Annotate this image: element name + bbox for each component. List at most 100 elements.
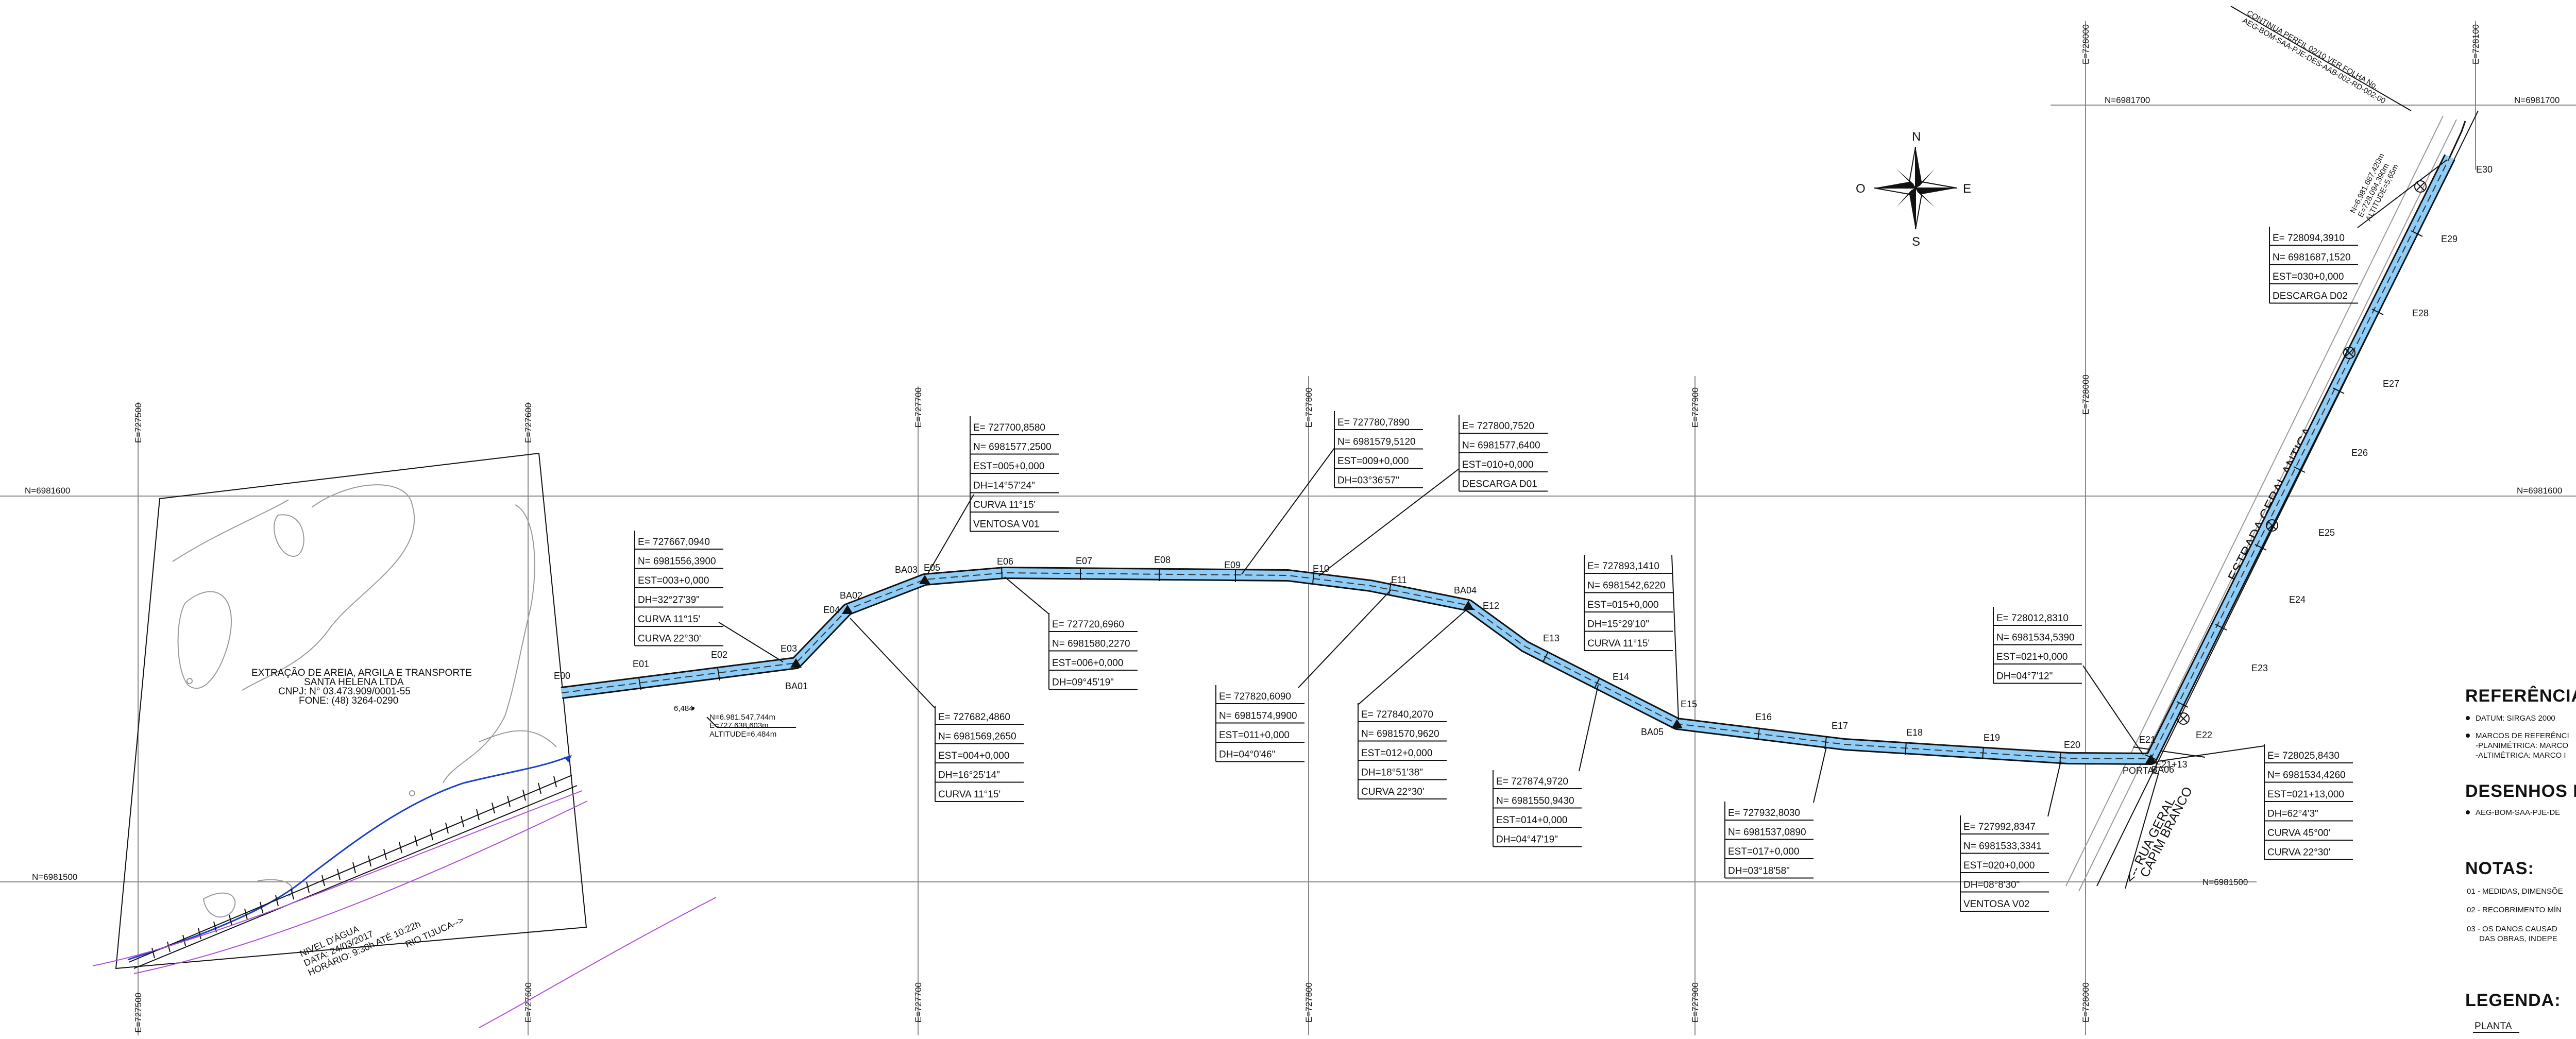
callout-line: N= 6981570,9620 bbox=[1361, 729, 1439, 740]
station-label: E22 bbox=[2196, 730, 2212, 740]
callout-line: E= 727820,6090 bbox=[1219, 691, 1291, 702]
station-ticks bbox=[638, 230, 2423, 765]
grid-label-e727800-bottom: E=727800 bbox=[1304, 982, 1314, 1023]
station-label: E16 bbox=[1755, 712, 1772, 722]
benchmark-northing: N=6.981.547,744m bbox=[709, 713, 775, 722]
reference-marks: MARCOS DE REFERÊNCI bbox=[2476, 731, 2569, 740]
station-label: E02 bbox=[711, 650, 727, 660]
callout-line: N= 6981534,4260 bbox=[2267, 770, 2346, 781]
bend-marker-icon bbox=[790, 658, 802, 668]
continue-note-line1: CONTINUA PERFIL 02/10 VER FOLHA No. bbox=[2245, 9, 2380, 91]
valve-icon bbox=[2266, 519, 2278, 532]
callout-line: DH=09°45'19" bbox=[1052, 677, 1114, 688]
bend-label: BA04 bbox=[1454, 585, 1477, 595]
station-label: E03 bbox=[781, 643, 797, 654]
note-03-cont: DAS OBRAS, INDEPE bbox=[2479, 934, 2557, 943]
bend-marker-icon bbox=[1671, 719, 1683, 728]
bend-marker-icon bbox=[919, 575, 930, 584]
callout-line: EST=005+0,000 bbox=[973, 461, 1044, 472]
callout-leader-line bbox=[1358, 610, 1466, 705]
callout-line: E= 727780,7890 bbox=[1337, 417, 1410, 428]
legend-planta: PLANTA bbox=[2475, 1021, 2512, 1032]
callout-leader-line bbox=[2082, 665, 2144, 755]
grid-label-n6981700-left: N=6981700 bbox=[2105, 95, 2150, 105]
station-label: E28 bbox=[2412, 308, 2429, 318]
bend-label: BA05 bbox=[1641, 727, 1664, 737]
callout-line: CURVA 11°15' bbox=[638, 614, 700, 625]
station-label: E19 bbox=[1984, 733, 2000, 743]
bend-labels: BA01 BA02 BA03 BA04 BA05 BA06 bbox=[785, 565, 2174, 775]
callout-line: DH=16°25'14" bbox=[938, 770, 1000, 781]
notes-panel: REFERÊNCIAS C DATUM: SIRGAS 2000 MARCOS … bbox=[2465, 686, 2576, 1033]
station-callouts: E= 727667,0940 N= 6981556,3900 EST=003+0,0… bbox=[634, 159, 2448, 912]
continue-note-line2: AEG-BOM-SAA-PJE-DES-AAB-002-RD-002-00 bbox=[2241, 16, 2387, 106]
callout-leader-line bbox=[850, 618, 936, 709]
callout-line: EST=004+0,000 bbox=[938, 751, 1009, 761]
callout-c10: E= 727800,7520 N= 6981577,6400 EST=010+0,0… bbox=[1318, 415, 1548, 576]
callout-line: EST=020+0,000 bbox=[1963, 860, 2035, 871]
station-label: E15 bbox=[1681, 699, 1697, 709]
bend-marker-icon bbox=[2145, 754, 2157, 763]
callout-c30: E= 728094,3910 N= 6981687,1520 EST=030+0,0… bbox=[2269, 159, 2448, 304]
callout-line: CURVA 22°30' bbox=[2267, 847, 2330, 858]
callout-line: E= 727840,2070 bbox=[1361, 709, 1433, 720]
compass-north-label: N bbox=[1912, 130, 1921, 144]
callout-line: CURVA 11°15' bbox=[938, 789, 1001, 800]
valve-icon bbox=[2177, 712, 2190, 725]
callout-line: E= 728012,8310 bbox=[1996, 613, 2069, 624]
callout-line: DESCARGA D01 bbox=[1462, 479, 1537, 490]
property-phone: FONE: (48) 3264-0290 bbox=[299, 695, 398, 706]
grid-label-e727700-bottom: E=727700 bbox=[913, 982, 923, 1023]
note-01: 01 - MEDIDAS, DIMENSÕE bbox=[2467, 887, 2563, 896]
callout-line: DH=04°7'12" bbox=[1996, 671, 2053, 682]
callout-c11: E= 727820,6090 N= 6981574,9900 EST=011+0,0… bbox=[1215, 589, 1392, 762]
station-label: E26 bbox=[2351, 448, 2368, 458]
callout-c14: E= 727874,9720 N= 6981550,9430 EST=014+0,0… bbox=[1493, 685, 1599, 847]
property-boundary: EXTRAÇÃO DE AREIA, ARGILA E TRANSPORTE S… bbox=[115, 452, 587, 969]
callout-line: N= 6981574,9900 bbox=[1219, 711, 1297, 722]
callout-line: N= 6981580,2270 bbox=[1052, 639, 1130, 650]
top-point: N=6.981.687,420m E=728.094,390m ALTITUDE… bbox=[2348, 152, 2400, 223]
callout-line: E= 727667,0940 bbox=[638, 537, 710, 548]
station-label: E08 bbox=[1154, 555, 1171, 565]
callout-line: EST=017+0,000 bbox=[1728, 846, 1799, 857]
grid-label-e727600: E=727600 bbox=[523, 403, 533, 443]
grid-label-e728000-bottom: E=728000 bbox=[2081, 982, 2091, 1023]
callout-c20: E= 727992,8347 N= 6981533,3341 EST=020+0,0… bbox=[1960, 761, 2061, 912]
station-label: E30 bbox=[2476, 164, 2493, 175]
station-label: E24 bbox=[2289, 594, 2306, 605]
callout-line: DH=03°36'57" bbox=[1337, 475, 1399, 486]
callout-c06: E= 727720,6960 N= 6981580,2270 EST=006+0,0… bbox=[1004, 576, 1138, 690]
callout-line: EST=021+0,000 bbox=[1996, 652, 2067, 662]
bend-label: BA01 bbox=[785, 681, 808, 691]
callout-line: N= 6981550,9430 bbox=[1496, 796, 1574, 807]
station-labels: E00 E01 E02 E03 E04 E05 E06 E07 E08 E09 … bbox=[554, 164, 2493, 770]
compass-south-label: S bbox=[1912, 235, 1920, 249]
callout-line: DH=15°29'10" bbox=[1587, 619, 1649, 630]
compass-west-label: O bbox=[1856, 182, 1866, 196]
bend-marker-icon bbox=[1463, 601, 1474, 610]
callout-c17: E= 727932,8030 N= 6981537,0890 EST=017+0,0… bbox=[1724, 746, 1827, 879]
station-label: E21 bbox=[2139, 735, 2156, 745]
grid-label-e728000-top: E=728000 bbox=[2081, 24, 2091, 64]
callout-line: N= 6981534,5390 bbox=[1996, 633, 2075, 643]
callout-line: E= 727932,8030 bbox=[1728, 808, 1800, 819]
callout-line: N= 6981577,6400 bbox=[1462, 440, 1540, 451]
callout-line: EST=015+0,000 bbox=[1587, 600, 1658, 610]
station-label: E17 bbox=[1832, 721, 1848, 731]
callout-line: E= 728025,8430 bbox=[2267, 751, 2340, 761]
station-label: E18 bbox=[1906, 727, 1923, 738]
callout-leader-line bbox=[1318, 468, 1460, 576]
drawings-title: DESENHOS DE bbox=[2465, 781, 2576, 801]
callout-line: E= 727682,4860 bbox=[938, 712, 1010, 723]
property-owner-name: EXTRAÇÃO DE AREIA, ARGILA E TRANSPORTE bbox=[251, 667, 472, 678]
callout-c03: E= 727667,0940 N= 6981556,3900 EST=003+0,0… bbox=[634, 531, 784, 662]
grid-label-e727600-bottom: E=727600 bbox=[523, 982, 533, 1023]
callout-line: N= 6981579,5120 bbox=[1337, 437, 1416, 448]
callout-line: CURVA 45°00' bbox=[2267, 828, 2330, 839]
callout-line: EST=011+0,000 bbox=[1219, 730, 1290, 741]
callout-line: DH=62°4'3" bbox=[2267, 809, 2318, 820]
benchmark-altitude: ALTITUDE=6,484m bbox=[709, 730, 776, 739]
callout-line: VENTOSA V01 bbox=[973, 519, 1040, 530]
